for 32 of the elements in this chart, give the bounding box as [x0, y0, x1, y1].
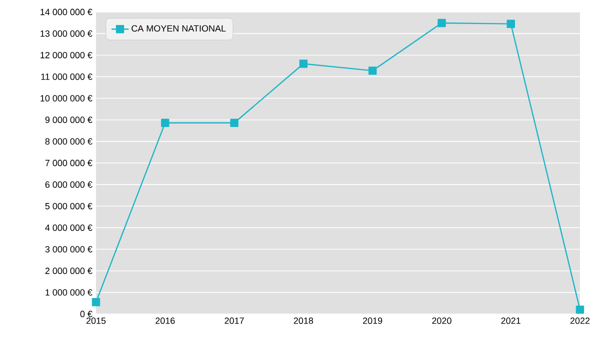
x-tick-label: 2019 [363, 318, 382, 324]
y-tick-label: 5 000 000 € [45, 202, 92, 210]
point [230, 118, 238, 127]
y-tick-label: 1 000 000 € [46, 289, 92, 296]
x-tick-label: 2015 [86, 318, 106, 324]
y-tick-label: 8 000 000 € [45, 138, 92, 145]
x-tick-label: 2017 [224, 318, 244, 324]
point [438, 18, 446, 28]
y-tick-label: 2 000 000 € [45, 268, 92, 274]
y-tick-label: 14 000 000 € [40, 8, 92, 16]
point [506, 20, 515, 28]
y-tick-label: 0 € [80, 310, 92, 318]
point [368, 66, 377, 75]
y-tick-label: 13 000 000 € [40, 30, 92, 37]
y-tick-label: 11 000 000 € [41, 74, 92, 80]
x-tick-label: 2016 [156, 318, 175, 324]
y-tick-label: 10 000 000 € [40, 95, 92, 102]
y-tick-label: 3 000 000 € [45, 246, 92, 252]
x-tick-label: 2021 [501, 318, 520, 324]
y-tick-label: 9 000 000 € [45, 116, 92, 124]
point [161, 118, 170, 127]
x-tick-label: 2020 [432, 318, 452, 324]
x-tick-label: 2022 [570, 318, 590, 324]
x-tick-label: 2018 [294, 318, 314, 324]
y-tick-label: 12 000 000 € [40, 52, 92, 58]
y-tick-label: 7 000 000 € [45, 160, 92, 166]
legend-label: CA MOYEN NATIONAL [132, 25, 226, 32]
y-tick-label: 4 000 000 € [45, 224, 92, 231]
point [299, 60, 308, 68]
point [92, 298, 100, 306]
y-tick-label: 6 000 000 € [45, 181, 92, 188]
point [576, 306, 584, 314]
